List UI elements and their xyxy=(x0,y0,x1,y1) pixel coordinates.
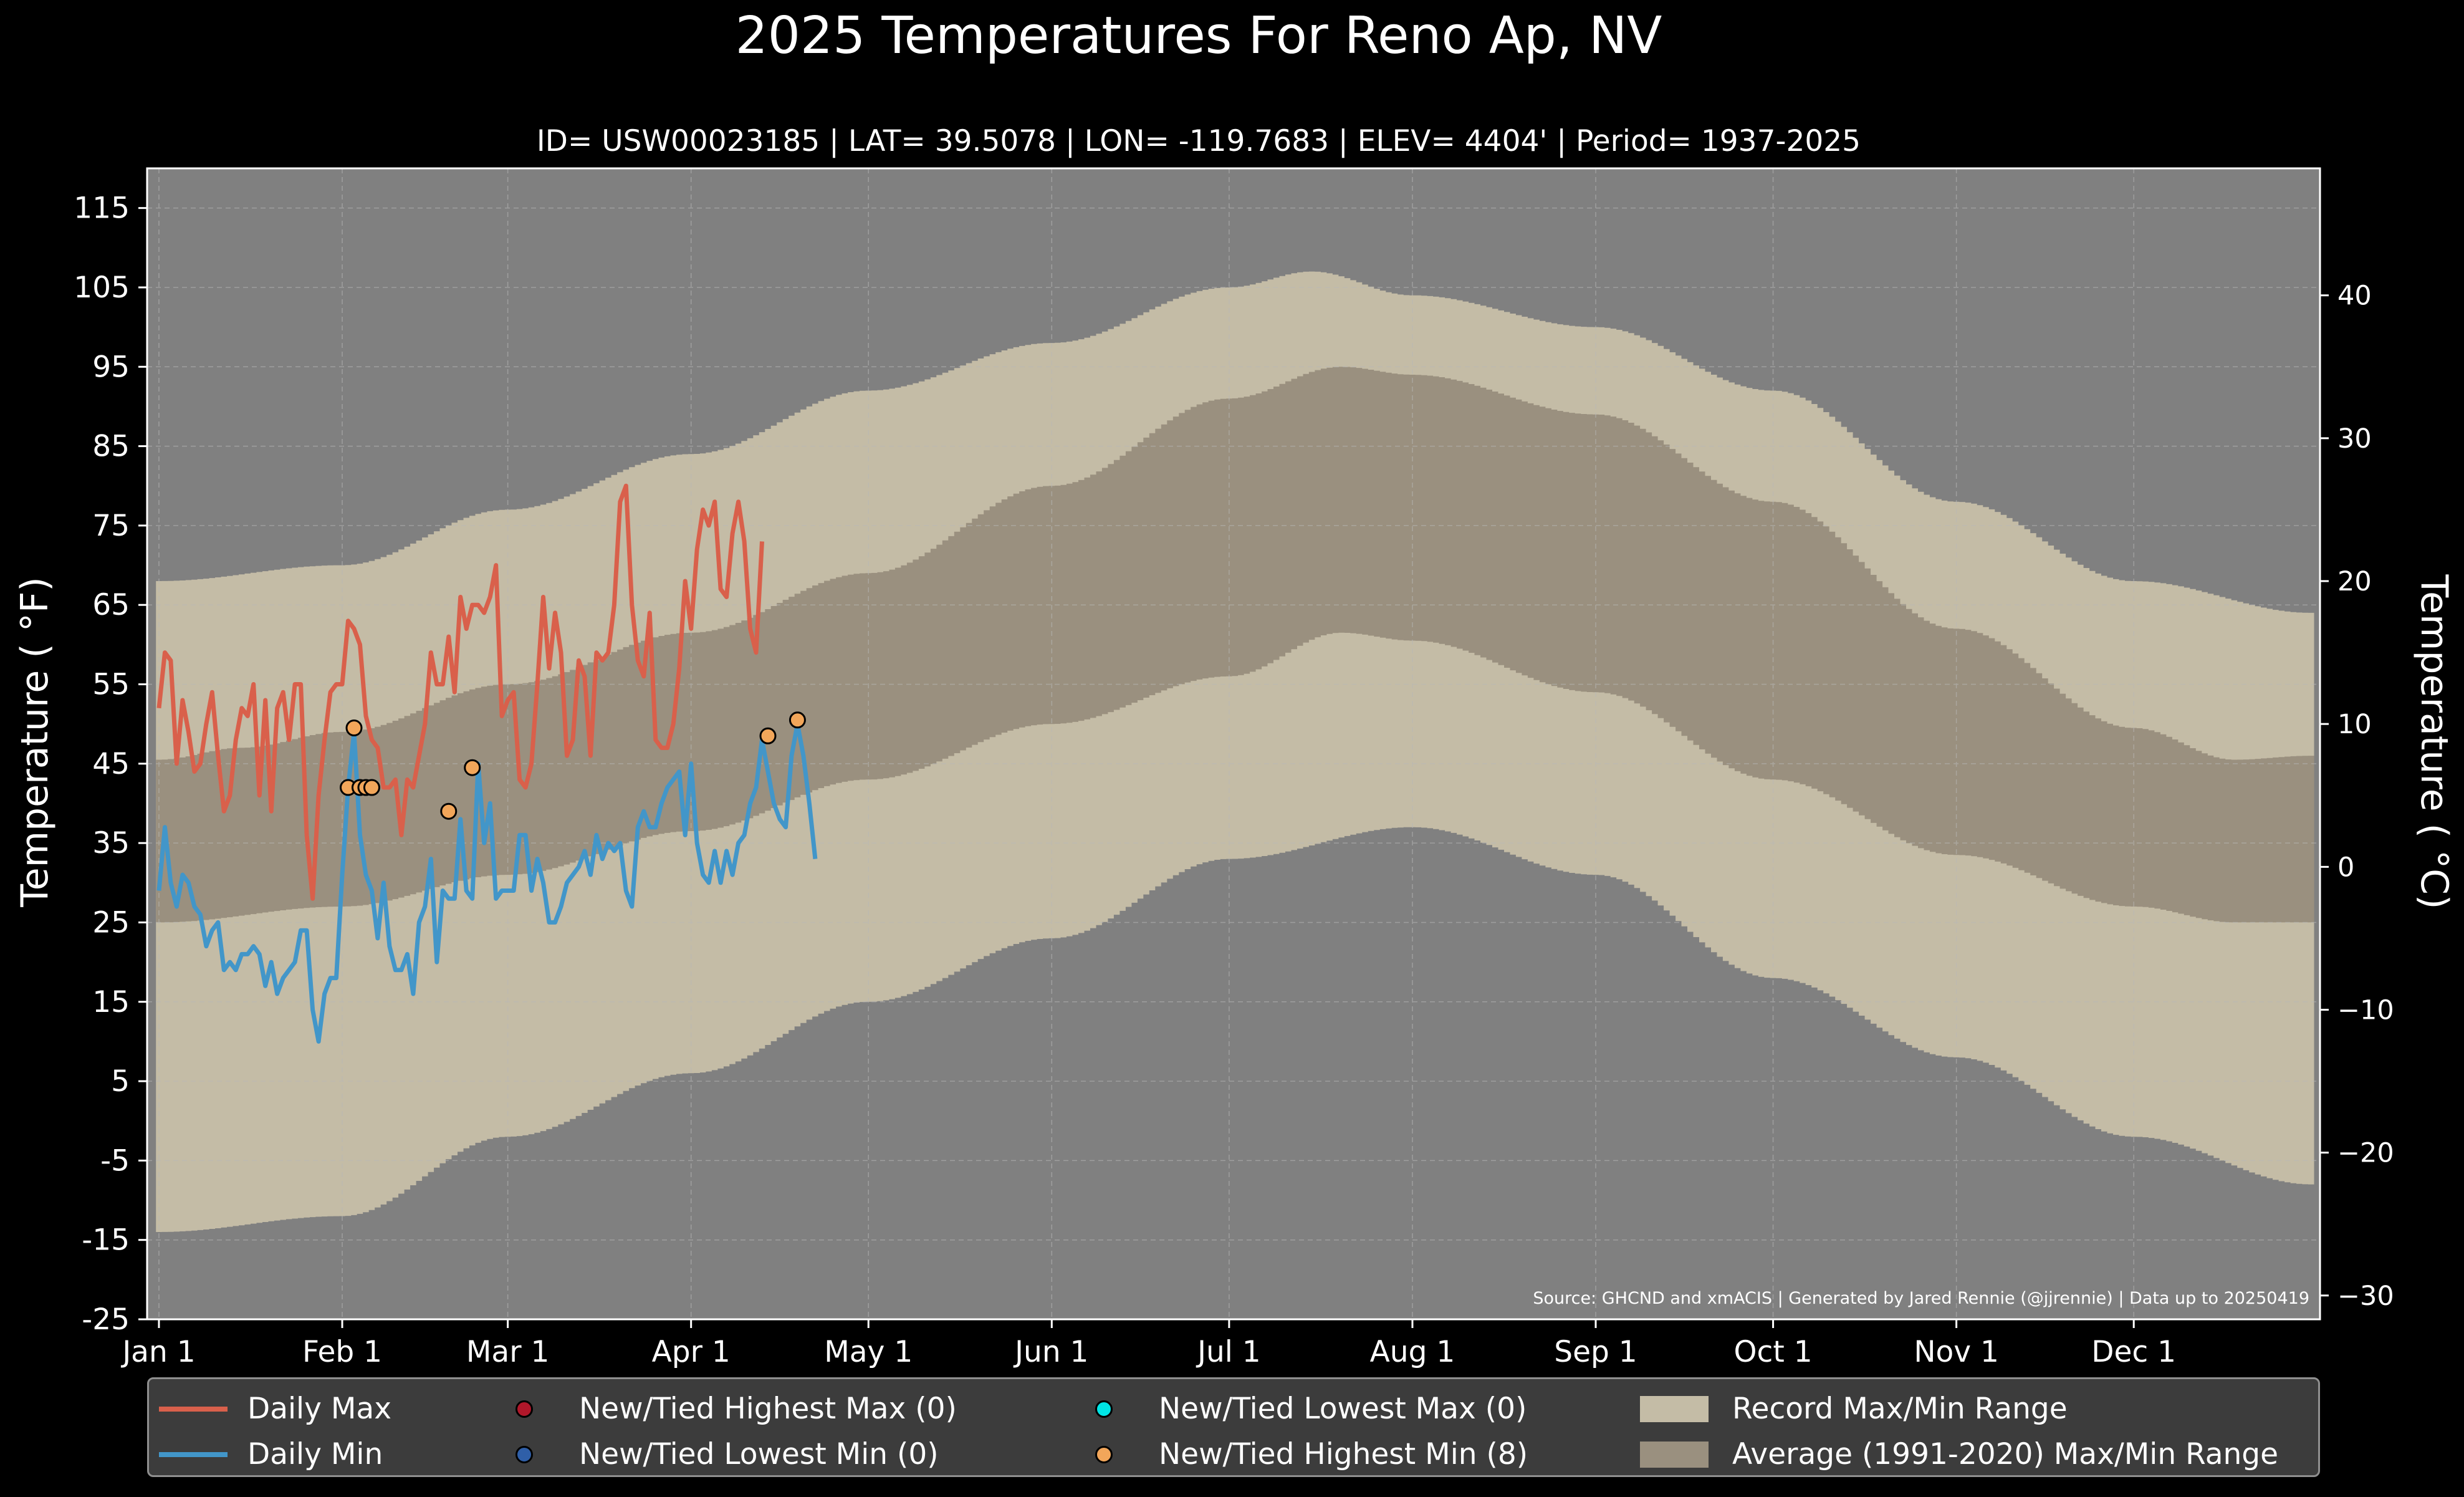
legend-label: New/Tied Highest Min (8) xyxy=(1159,1437,1528,1471)
y-tick-label: -15 xyxy=(82,1223,130,1258)
legend-label: Daily Min xyxy=(247,1437,383,1471)
new-tied-highest-min-marker xyxy=(345,720,363,737)
normal-range-swatch xyxy=(1640,1441,1709,1468)
y-tick-label: 95 xyxy=(92,350,130,384)
y2-tick-label: 20 xyxy=(2337,566,2372,597)
y2-tick-label: 10 xyxy=(2337,709,2372,740)
y-tick-label: 25 xyxy=(92,905,130,940)
legend-record-range: Record Max/Min Range xyxy=(1640,1392,2068,1426)
new-tied-highest-min-marker xyxy=(464,759,481,776)
x-tick-label: Oct 1 xyxy=(1734,1335,1813,1369)
legend-label: New/Tied Lowest Min (0) xyxy=(579,1437,939,1471)
y2-tick-label: −30 xyxy=(2337,1281,2394,1312)
y-tick-label: 45 xyxy=(92,747,130,781)
legend-lowest-max: New/Tied Lowest Max (0) xyxy=(1068,1392,1527,1426)
y-tick-label: 55 xyxy=(92,668,130,702)
legend-label: Record Max/Min Range xyxy=(1732,1392,2068,1426)
plot-area: 115 105 95 85 75 65 55 45 35 25 15 5 -5 -15 -25 40 30 20 1… xyxy=(74,167,2394,1369)
y2-tick-label: 30 xyxy=(2337,423,2372,455)
x-tick-label: Feb 1 xyxy=(302,1335,382,1369)
new-tied-highest-min-marker xyxy=(759,727,777,744)
y2-axis-label: Temperature ( °C) xyxy=(2412,574,2456,910)
y-tick-label: 85 xyxy=(92,430,130,464)
x-tick-label: Nov 1 xyxy=(1914,1335,1999,1369)
y-tick-label: 65 xyxy=(92,588,130,622)
y-tick-label: 35 xyxy=(92,826,130,860)
y-tick-label: 115 xyxy=(74,191,130,226)
new-tied-highest-min-marker xyxy=(789,711,806,729)
y-tick-label: 105 xyxy=(74,271,130,305)
y-tick-label: 15 xyxy=(92,985,130,1019)
y-axis-label: Temperature ( °F) xyxy=(13,577,57,908)
plot-frame xyxy=(146,167,2321,1321)
y-tick-label: 75 xyxy=(92,509,130,543)
x-tick-label: Aug 1 xyxy=(1370,1335,1455,1369)
daily-max-line-swatch xyxy=(159,1406,228,1412)
legend-label: New/Tied Highest Max (0) xyxy=(579,1392,957,1426)
new-tied-highest-min-marker xyxy=(363,779,380,796)
legend-highest-max: New/Tied Highest Max (0) xyxy=(488,1392,957,1426)
y2-tick-label: 40 xyxy=(2337,281,2372,312)
daily-max-line xyxy=(156,483,764,901)
highest-min-marker-swatch xyxy=(1095,1445,1113,1463)
x-tick-label: Apr 1 xyxy=(652,1335,731,1369)
legend-label: New/Tied Lowest Max (0) xyxy=(1159,1392,1527,1426)
y2-tick-label: 0 xyxy=(2337,852,2354,883)
y-tick-label: -25 xyxy=(82,1302,130,1337)
x-tick-label: Sep 1 xyxy=(1554,1335,1637,1369)
x-tick-label: Dec 1 xyxy=(2091,1335,2176,1369)
legend: Daily Max Daily Min New/Tied Highest Max… xyxy=(147,1377,2320,1477)
legend-daily-max: Daily Max xyxy=(159,1392,391,1426)
y-tick-label: 5 xyxy=(111,1064,130,1099)
x-tick-label: Jan 1 xyxy=(120,1335,195,1369)
legend-label: Daily Max xyxy=(247,1392,392,1426)
legend-daily-min: Daily Min xyxy=(159,1437,383,1471)
x-tick-label: Mar 1 xyxy=(466,1335,550,1369)
grid-lines xyxy=(147,168,2320,1320)
lowest-min-marker-swatch xyxy=(515,1445,533,1463)
chart-title: 2025 Temperatures For Reno Ap, NV xyxy=(736,6,1662,65)
y2-tick-label: −10 xyxy=(2337,994,2394,1026)
highest-max-marker-swatch xyxy=(515,1400,533,1418)
source-note: Source: GHCND and xmACIS | Generated by … xyxy=(1533,1289,2309,1308)
record-range-swatch xyxy=(1640,1395,1709,1422)
y-tick-label: -5 xyxy=(100,1143,130,1178)
chart-subtitle: ID= USW00023185 | LAT= 39.5078 | LON= -1… xyxy=(537,124,1861,158)
x-tick-label: Jun 1 xyxy=(1013,1335,1088,1369)
lowest-max-marker-swatch xyxy=(1095,1400,1113,1418)
y2-tick-label: −20 xyxy=(2337,1138,2394,1169)
daily-min-line-swatch xyxy=(159,1451,228,1457)
legend-normal-range: Average (1991-2020) Max/Min Range xyxy=(1640,1437,2278,1471)
daily-min-line xyxy=(156,721,818,1044)
normal-range-band xyxy=(156,367,2314,923)
new-tied-highest-min-marker xyxy=(440,802,458,820)
x-tick-label: May 1 xyxy=(824,1335,913,1369)
legend-lowest-min: New/Tied Lowest Min (0) xyxy=(488,1437,939,1471)
legend-label: Average (1991-2020) Max/Min Range xyxy=(1732,1437,2279,1471)
legend-highest-min: New/Tied Highest Min (8) xyxy=(1068,1437,1528,1471)
x-tick-label: Jul 1 xyxy=(1196,1335,1261,1369)
